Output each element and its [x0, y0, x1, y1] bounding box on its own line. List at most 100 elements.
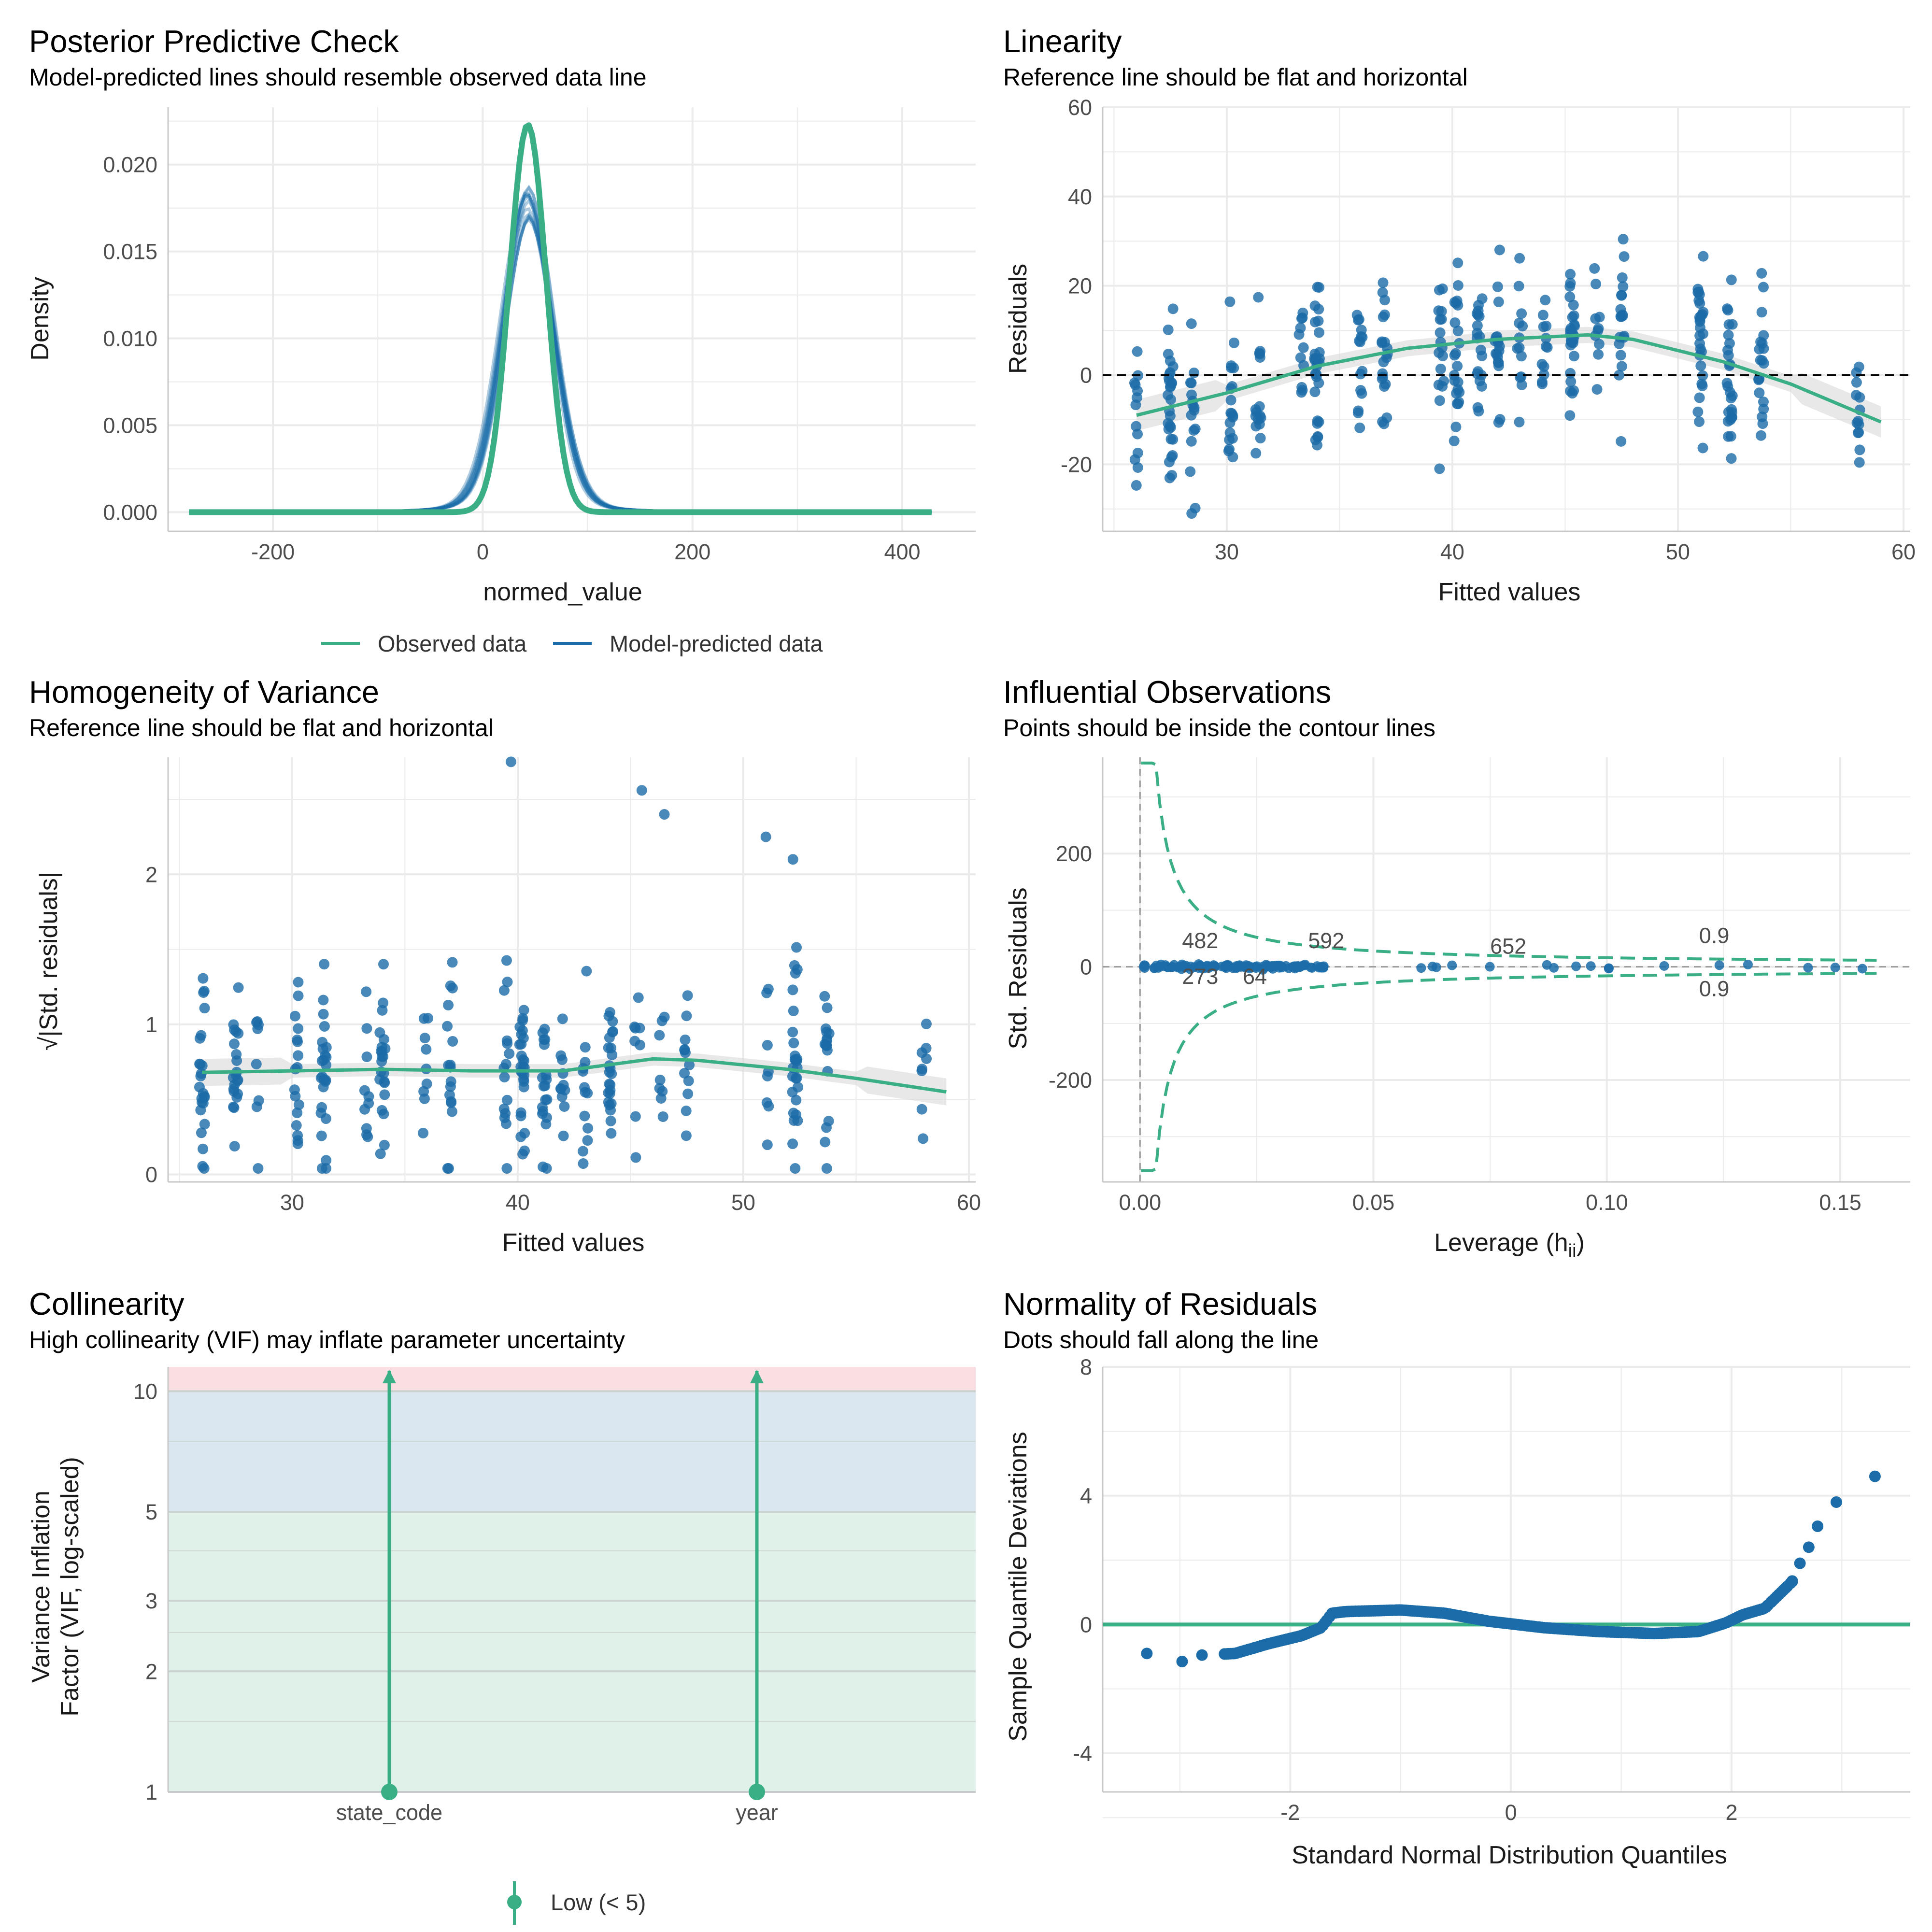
lin-point	[1357, 366, 1368, 377]
hom-point	[228, 1101, 239, 1112]
lin-point	[1130, 399, 1141, 411]
hom-point	[252, 1016, 263, 1027]
lin-point	[1726, 274, 1737, 285]
lin-point	[1476, 381, 1487, 392]
hom-point	[228, 1019, 239, 1030]
lin-point	[1452, 326, 1463, 337]
lin-point	[1852, 427, 1863, 439]
col-interval-arrow	[750, 1370, 764, 1383]
hom-point	[518, 1081, 529, 1093]
nor-point	[1141, 1648, 1153, 1660]
hom-point	[684, 1060, 695, 1071]
col-band-high	[168, 1367, 976, 1392]
lin-point	[1755, 430, 1766, 441]
lin-xtick: 30	[1215, 540, 1239, 564]
hom-point	[315, 1108, 327, 1119]
hom-point	[321, 1060, 332, 1071]
lin-point	[1352, 407, 1364, 418]
hom-point	[556, 1054, 568, 1065]
lin-point	[1224, 296, 1236, 307]
hom-point	[320, 1076, 331, 1087]
lin-point	[1227, 433, 1238, 444]
inf-point	[1292, 961, 1302, 971]
hom-point	[445, 1076, 456, 1087]
hom-point	[792, 964, 803, 975]
lin-point	[1591, 384, 1603, 395]
hom-point	[316, 1163, 327, 1174]
lin-point	[1694, 298, 1705, 309]
hom-point	[654, 1074, 666, 1085]
hom-point	[762, 1139, 773, 1151]
col-ytick: 3	[145, 1589, 157, 1613]
lin-point	[1450, 421, 1462, 432]
lin-point	[1377, 373, 1388, 384]
hom-point	[787, 1138, 798, 1150]
lin-point	[1493, 360, 1504, 371]
inf-point-label: 652	[1490, 934, 1526, 959]
hom-point	[293, 1023, 304, 1034]
hom-point	[762, 1071, 773, 1082]
lin-point	[1163, 418, 1174, 429]
hom-point	[232, 1075, 243, 1086]
hom-point	[657, 1086, 668, 1097]
lin-point	[1516, 308, 1527, 319]
lin-point	[1722, 381, 1733, 392]
hom-point	[378, 997, 389, 1009]
hom-point	[374, 1027, 385, 1038]
col-vif-point	[381, 1784, 398, 1800]
hom-point	[541, 1163, 552, 1174]
inf-point	[1857, 964, 1867, 974]
lin-point	[1165, 394, 1176, 405]
nor-xtick: -2	[1280, 1800, 1300, 1825]
hom-point	[681, 1130, 692, 1141]
hom-point	[820, 1023, 831, 1034]
lin-point	[1250, 448, 1262, 459]
inf-point	[1542, 960, 1552, 970]
lin-point	[1568, 351, 1579, 362]
hom-point	[504, 1048, 515, 1059]
hom-point	[760, 831, 771, 842]
lin-point	[1293, 329, 1305, 340]
lin-point	[1449, 350, 1460, 361]
lin-point	[1377, 287, 1388, 298]
collinearity-plot: 1 2 3 5 10 state_code year	[133, 1367, 976, 1825]
ppc-legend-observed: Observed data	[378, 631, 527, 656]
hom-point	[443, 1163, 454, 1174]
lin-point	[1696, 378, 1707, 389]
inf-ytick: 200	[1056, 841, 1092, 866]
lin-point	[1567, 388, 1578, 399]
hom-point	[789, 1050, 800, 1061]
inf-point	[1803, 963, 1813, 973]
lin-point	[1850, 390, 1861, 401]
hom-ytick: 0	[145, 1162, 157, 1187]
hom-point	[791, 942, 802, 953]
hom-point	[291, 1120, 302, 1131]
hom-point	[421, 1044, 432, 1055]
lin-point	[1722, 344, 1733, 355]
nor-subtitle: Dots should fall along the line	[1003, 1326, 1319, 1353]
lin-point	[1253, 292, 1264, 303]
hom-point	[921, 1018, 932, 1029]
lin-point	[1694, 392, 1705, 403]
hom-point	[233, 982, 244, 993]
inf-ytick: 0	[1080, 955, 1092, 980]
hom-point	[557, 1013, 568, 1024]
lin-point	[1754, 387, 1765, 398]
hom-point	[790, 1163, 801, 1174]
hom-point	[501, 1163, 512, 1174]
lin-point	[1225, 395, 1236, 406]
lin-point	[1435, 327, 1446, 338]
lin-point	[1185, 466, 1196, 477]
inf-point	[1140, 961, 1150, 971]
hom-point	[228, 1038, 240, 1050]
lin-point	[1452, 280, 1463, 291]
hom-point	[787, 1026, 798, 1037]
hom-point	[318, 994, 329, 1006]
hom-point	[916, 1104, 927, 1115]
inf-point	[1659, 961, 1669, 971]
hom-point	[580, 1042, 591, 1053]
hom-point	[443, 1060, 454, 1071]
hom-point	[679, 1045, 690, 1056]
hom-point	[681, 1010, 692, 1022]
lin-point	[1186, 318, 1197, 329]
